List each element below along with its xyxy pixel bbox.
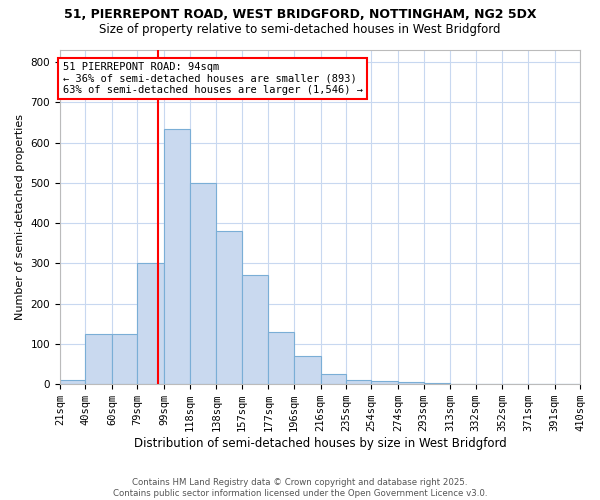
Bar — [112, 334, 137, 384]
Bar — [294, 356, 320, 384]
Bar — [424, 382, 451, 384]
Text: 51 PIERREPONT ROAD: 94sqm
← 36% of semi-detached houses are smaller (893)
63% of: 51 PIERREPONT ROAD: 94sqm ← 36% of semi-… — [62, 62, 362, 96]
Text: Contains HM Land Registry data © Crown copyright and database right 2025.
Contai: Contains HM Land Registry data © Crown c… — [113, 478, 487, 498]
X-axis label: Distribution of semi-detached houses by size in West Bridgford: Distribution of semi-detached houses by … — [134, 437, 506, 450]
Bar — [320, 374, 346, 384]
Bar — [164, 128, 190, 384]
Bar — [371, 382, 398, 384]
Bar — [217, 231, 242, 384]
Bar — [60, 380, 85, 384]
Bar — [190, 183, 217, 384]
Y-axis label: Number of semi-detached properties: Number of semi-detached properties — [15, 114, 25, 320]
Bar — [242, 276, 268, 384]
Bar — [137, 264, 164, 384]
Bar — [85, 334, 112, 384]
Bar — [268, 332, 294, 384]
Text: Size of property relative to semi-detached houses in West Bridgford: Size of property relative to semi-detach… — [99, 22, 501, 36]
Bar — [398, 382, 424, 384]
Bar — [346, 380, 371, 384]
Text: 51, PIERREPONT ROAD, WEST BRIDGFORD, NOTTINGHAM, NG2 5DX: 51, PIERREPONT ROAD, WEST BRIDGFORD, NOT… — [64, 8, 536, 20]
